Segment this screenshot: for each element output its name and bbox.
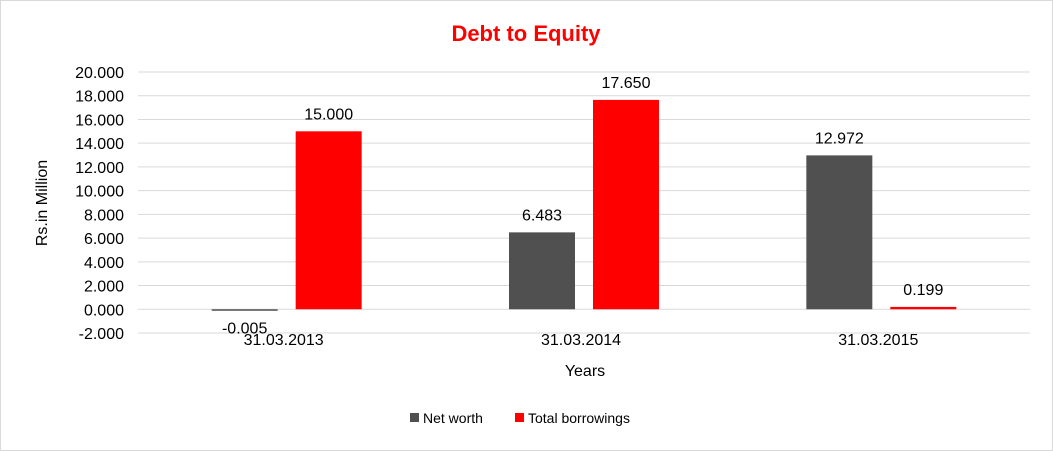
y-tick-label: 6.000 bbox=[84, 231, 124, 248]
y-tick-label: 4.000 bbox=[84, 255, 124, 272]
x-category-label: 31.03.2013 bbox=[244, 332, 324, 349]
data-label: 12.972 bbox=[815, 130, 864, 147]
bar-total-borrowings bbox=[890, 306, 957, 310]
y-tick-label: 12.000 bbox=[75, 160, 124, 177]
legend-swatch bbox=[410, 413, 419, 422]
bar-total-borrowings bbox=[295, 131, 362, 310]
y-tick-label: -2.000 bbox=[79, 326, 124, 343]
bar-net-worth bbox=[211, 309, 278, 311]
y-tick-label: 18.000 bbox=[75, 89, 124, 106]
bars bbox=[211, 99, 957, 311]
bar-total-borrowings bbox=[593, 99, 659, 310]
chart-title: Debt to Equity bbox=[451, 21, 601, 46]
y-tick-label: 0.000 bbox=[84, 302, 124, 319]
data-labels: -0.005 15.000 6.483 17.650 12.972 0.199 bbox=[222, 75, 943, 337]
data-label: 6.483 bbox=[522, 207, 562, 224]
y-tick-label: 20.000 bbox=[75, 65, 124, 82]
data-label: -0.005 bbox=[222, 320, 267, 337]
y-tick-label: 14.000 bbox=[75, 136, 124, 153]
legend: Net worth Total borrowings bbox=[410, 410, 630, 426]
bar-net-worth bbox=[806, 155, 873, 310]
x-axis-categories: 31.03.2013 31.03.2014 31.03.2015 bbox=[244, 332, 919, 349]
data-label: 17.650 bbox=[602, 75, 651, 92]
y-tick-label: 2.000 bbox=[84, 279, 124, 296]
legend-label: Net worth bbox=[423, 410, 483, 426]
legend-swatch bbox=[515, 413, 524, 422]
y-axis-ticks: -2.000 0.000 2.000 4.000 6.000 8.000 10.000 12.… bbox=[75, 65, 124, 343]
bar-net-worth bbox=[509, 232, 575, 310]
data-label: 0.199 bbox=[903, 282, 943, 299]
y-tick-label: 8.000 bbox=[84, 207, 124, 224]
x-axis-title: Years bbox=[565, 363, 605, 380]
x-category-label: 31.03.2015 bbox=[838, 332, 918, 349]
gridlines bbox=[138, 71, 1030, 334]
y-axis-title: Rs.in Million bbox=[34, 160, 51, 246]
x-category-label: 31.03.2014 bbox=[541, 332, 621, 349]
legend-label: Total borrowings bbox=[528, 410, 630, 426]
y-tick-label: 10.000 bbox=[75, 184, 124, 201]
y-tick-label: 16.000 bbox=[75, 112, 124, 129]
data-label: 15.000 bbox=[304, 106, 353, 123]
